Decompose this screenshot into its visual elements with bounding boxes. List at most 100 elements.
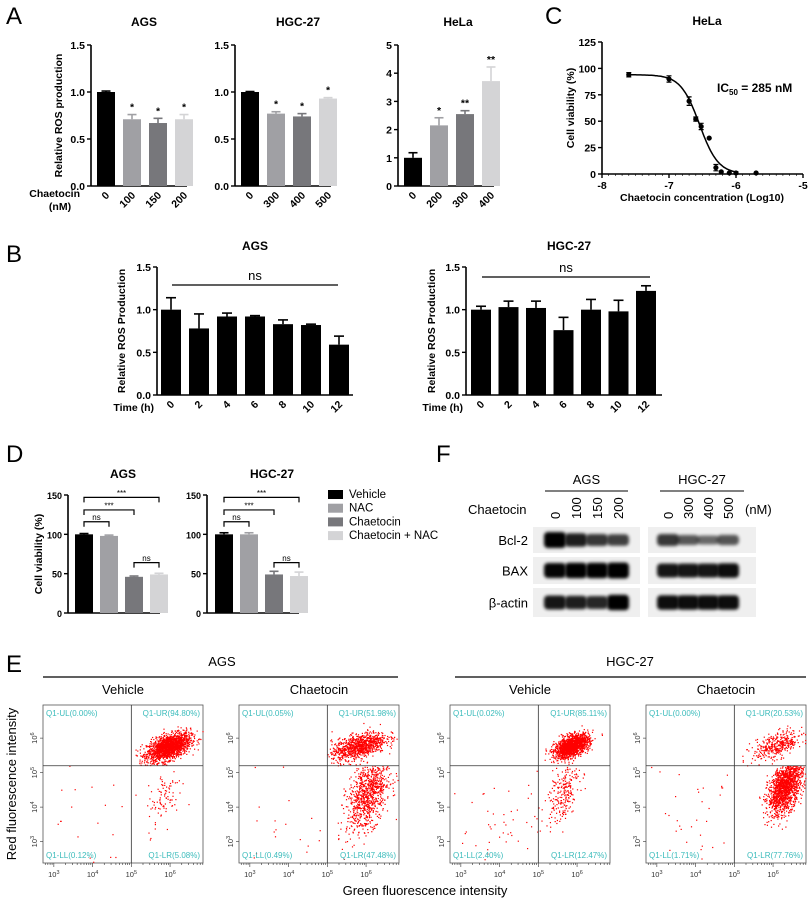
event-dot	[390, 736, 393, 739]
event-dot	[564, 742, 567, 744]
event-dot	[356, 809, 358, 811]
event-dot	[168, 788, 171, 790]
event-dot	[168, 755, 170, 757]
significance-mark: **	[487, 54, 496, 66]
event-dot	[560, 758, 562, 760]
event-dot	[360, 735, 362, 737]
event-dot	[362, 743, 364, 746]
event-dot	[150, 741, 153, 743]
protein-band	[607, 534, 629, 546]
event-dot	[565, 756, 567, 758]
event-dot	[379, 799, 381, 801]
event-dot	[381, 782, 383, 784]
event-dot	[343, 753, 345, 756]
event-dot	[373, 788, 375, 790]
event-dot	[365, 735, 367, 737]
event-dot	[375, 734, 378, 736]
event-dot	[365, 748, 367, 750]
y-tick-label: 50	[191, 570, 201, 580]
event-dot	[371, 788, 373, 790]
event-dot	[553, 741, 555, 743]
y-tick-label: 125	[578, 37, 596, 49]
event-dot	[170, 759, 172, 761]
y-tick-label: 100	[47, 530, 62, 540]
event-dot	[383, 769, 385, 771]
event-dot	[377, 740, 380, 742]
event-dot	[175, 749, 178, 751]
event-dot	[393, 738, 395, 740]
event-dot	[383, 775, 385, 777]
y-tick-label: 50	[52, 570, 62, 580]
x-tick-label: 12	[328, 399, 345, 416]
event-dot	[169, 752, 171, 754]
event-dot	[156, 750, 158, 752]
event-dot	[353, 750, 355, 752]
event-dot	[361, 780, 363, 782]
event-dot	[363, 806, 365, 808]
event-dot	[567, 758, 569, 760]
event-dot	[151, 757, 153, 759]
event-dot	[156, 760, 158, 762]
event-dot	[355, 740, 357, 743]
event-dot	[175, 799, 177, 801]
event-dot	[389, 746, 391, 748]
event-dot	[354, 749, 356, 751]
event-dot	[367, 777, 369, 779]
event-dot	[173, 747, 175, 749]
event-dot	[339, 760, 341, 762]
event-dot	[374, 782, 377, 785]
event-dot	[369, 768, 371, 770]
event-dot	[577, 742, 580, 744]
event-dot	[173, 740, 176, 742]
event-dot	[189, 740, 192, 742]
event-dot	[181, 745, 183, 747]
y-tick-label: 104	[226, 801, 235, 812]
event-dot	[381, 770, 383, 772]
event-dot	[147, 753, 149, 755]
event-dot	[372, 829, 374, 831]
event-dot	[139, 759, 141, 761]
event-dot	[379, 792, 381, 794]
event-dot	[553, 757, 555, 759]
event-dot	[189, 732, 191, 734]
event-dot	[381, 783, 383, 785]
event-dot	[365, 805, 367, 807]
event-dot	[359, 824, 362, 826]
event-dot	[366, 776, 368, 778]
event-dot	[172, 754, 174, 756]
group-label: HGC-27	[606, 654, 654, 669]
event-dot	[358, 768, 360, 770]
event-dot	[331, 754, 333, 756]
event-dot	[357, 735, 359, 738]
event-dot	[335, 754, 337, 756]
event-dot	[376, 740, 378, 742]
event-dot	[342, 755, 344, 757]
event-dot	[362, 781, 364, 783]
event-dot	[154, 756, 157, 758]
event-dot	[553, 743, 555, 745]
event-dot	[371, 831, 373, 833]
event-dot	[358, 785, 360, 787]
y-tick-label: 0	[196, 609, 201, 619]
event-dot	[574, 730, 576, 732]
event-dot	[369, 802, 371, 804]
event-dot	[150, 741, 152, 743]
event-dot	[360, 745, 362, 747]
event-dot	[367, 783, 369, 785]
event-dot	[167, 733, 169, 735]
event-dot	[358, 743, 360, 745]
event-dot	[360, 801, 362, 803]
event-dot	[376, 807, 378, 809]
event-dot	[171, 747, 173, 749]
event-dot	[380, 772, 382, 774]
event-dot	[356, 786, 358, 788]
event-dot	[382, 741, 384, 743]
event-dot	[376, 767, 379, 769]
event-dot	[364, 801, 366, 803]
y-tick-label: 1.0	[214, 87, 229, 99]
event-dot	[388, 787, 390, 789]
quadrant-label-lr: Q1-LR(47.48%)	[340, 851, 396, 860]
event-dot	[358, 756, 360, 759]
